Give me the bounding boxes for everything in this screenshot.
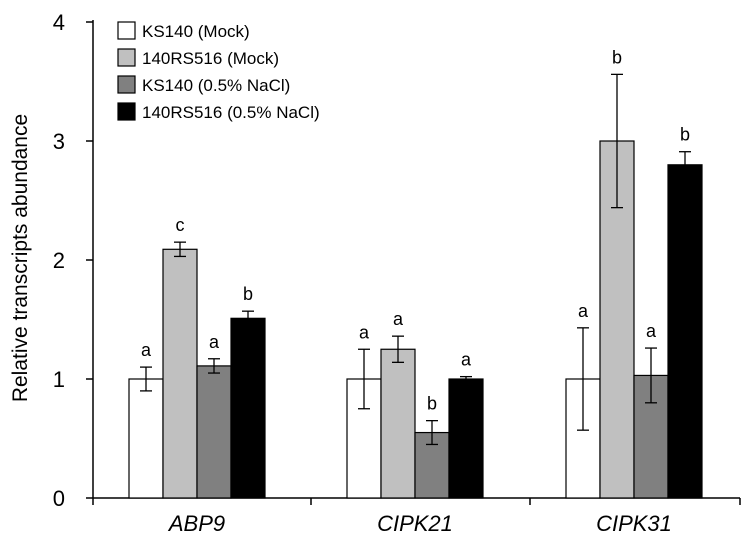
bar (230, 317, 266, 499)
significance-label: c (176, 215, 185, 235)
x-category-label: CIPK21 (377, 511, 453, 536)
significance-label: a (209, 332, 220, 352)
bar (162, 248, 198, 499)
legend-swatch (117, 48, 136, 67)
y-axis-label: Relative transcripts abundance (9, 114, 32, 402)
bar (128, 378, 164, 499)
y-tick-label: 1 (53, 367, 65, 392)
legend-entry: 140RS516 (0.5% NaCl) (142, 103, 320, 122)
bar (380, 348, 416, 499)
significance-label: a (141, 340, 152, 360)
legend-entry: KS140 (Mock) (142, 22, 250, 41)
x-category-label: CIPK31 (596, 511, 672, 536)
significance-label: a (461, 350, 472, 370)
significance-label: a (646, 321, 657, 341)
significance-label: a (578, 301, 589, 321)
bar (448, 378, 484, 499)
bar (196, 365, 232, 499)
y-tick-label: 0 (53, 486, 65, 511)
y-tick-label: 3 (53, 129, 65, 154)
bar (667, 164, 703, 499)
legend-swatch (117, 102, 136, 121)
y-tick-label: 4 (53, 10, 65, 35)
significance-label: b (243, 284, 253, 304)
x-category-label: ABP9 (167, 511, 225, 536)
significance-label: b (427, 394, 437, 414)
legend-swatch (117, 21, 136, 40)
legend-entry: 140RS516 (Mock) (142, 49, 279, 68)
significance-label: b (612, 47, 622, 67)
significance-label: a (359, 322, 370, 342)
significance-label: a (393, 309, 404, 329)
plot-area: 0 1 2 3 4 a c a b ABP9 a a b a CIPK21 a b a b CIPK31 (53, 10, 741, 536)
legend-entry: KS140 (0.5% NaCl) (142, 76, 290, 95)
legend: KS140 (Mock) 140RS516 (Mock) KS140 (0.5% N… (117, 21, 320, 122)
significance-label: b (680, 125, 690, 145)
y-tick-label: 2 (53, 248, 65, 273)
legend-swatch (117, 75, 136, 94)
